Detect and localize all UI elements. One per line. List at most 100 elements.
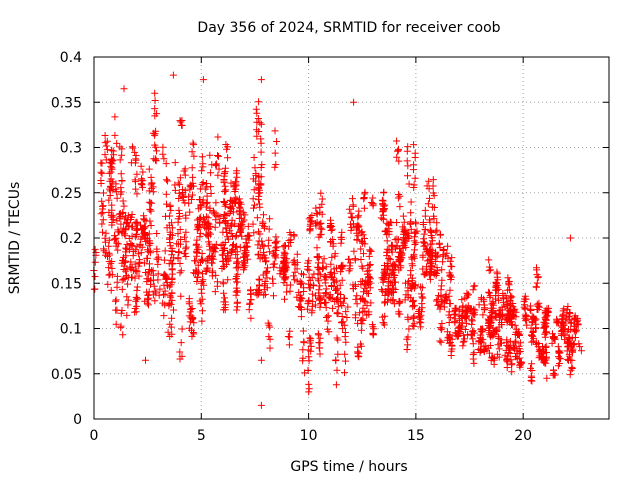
data-point bbox=[179, 194, 187, 201]
data-point bbox=[400, 239, 408, 247]
data-point bbox=[305, 388, 313, 396]
data-point bbox=[233, 278, 240, 286]
data-point bbox=[363, 267, 371, 275]
data-point bbox=[263, 274, 271, 282]
data-point bbox=[286, 327, 294, 335]
data-point bbox=[366, 284, 374, 292]
data-point bbox=[256, 255, 264, 263]
data-point bbox=[272, 239, 279, 247]
data-point bbox=[153, 110, 161, 118]
data-point bbox=[382, 288, 390, 295]
data-point bbox=[177, 339, 185, 347]
data-point bbox=[118, 276, 126, 284]
data-point bbox=[144, 246, 151, 254]
data-point bbox=[314, 275, 322, 283]
data-point bbox=[307, 335, 315, 343]
data-point bbox=[147, 207, 155, 215]
data-point bbox=[117, 190, 125, 198]
data-point bbox=[518, 359, 525, 367]
data-point bbox=[108, 160, 116, 168]
data-point bbox=[419, 251, 427, 259]
data-point bbox=[152, 143, 160, 151]
data-point bbox=[404, 172, 411, 180]
data-point bbox=[419, 265, 427, 273]
data-point bbox=[419, 294, 427, 302]
data-point bbox=[228, 248, 236, 256]
data-point bbox=[461, 294, 469, 302]
data-point bbox=[176, 260, 184, 267]
data-point bbox=[125, 235, 133, 242]
data-point bbox=[425, 256, 433, 264]
data-point bbox=[341, 333, 349, 341]
data-point bbox=[404, 143, 412, 151]
data-point bbox=[255, 181, 263, 189]
data-point bbox=[350, 98, 358, 106]
data-point bbox=[353, 292, 361, 300]
data-point bbox=[354, 348, 362, 356]
data-point bbox=[409, 322, 417, 330]
data-point bbox=[178, 325, 186, 333]
data-point bbox=[131, 274, 139, 282]
data-point bbox=[544, 307, 552, 315]
data-point bbox=[411, 246, 418, 254]
data-point bbox=[507, 302, 515, 310]
data-point bbox=[241, 211, 249, 219]
data-point bbox=[105, 169, 113, 177]
data-point bbox=[189, 173, 197, 181]
data-point bbox=[221, 294, 228, 302]
data-point bbox=[255, 289, 263, 297]
data-point bbox=[105, 264, 113, 272]
data-point bbox=[286, 281, 294, 289]
data-point bbox=[199, 160, 207, 168]
data-point bbox=[338, 276, 346, 284]
data-point bbox=[208, 259, 215, 267]
data-point bbox=[159, 150, 167, 158]
data-point bbox=[206, 204, 214, 212]
data-point bbox=[213, 282, 221, 290]
data-point bbox=[97, 177, 105, 184]
data-point bbox=[270, 249, 277, 257]
data-point bbox=[424, 200, 432, 208]
data-point bbox=[567, 319, 575, 327]
data-point bbox=[151, 89, 159, 97]
data-point bbox=[167, 323, 175, 331]
data-point bbox=[396, 256, 403, 264]
chart-title: Day 356 of 2024, SRMTID for receiver coo… bbox=[197, 20, 500, 36]
data-point bbox=[133, 302, 141, 310]
data-point bbox=[221, 298, 229, 306]
data-point bbox=[188, 332, 196, 340]
data-point bbox=[202, 180, 210, 187]
data-point bbox=[327, 216, 334, 224]
data-point bbox=[234, 298, 241, 306]
data-point bbox=[379, 273, 387, 281]
data-point bbox=[102, 156, 110, 164]
data-point bbox=[113, 139, 121, 147]
data-point bbox=[141, 297, 149, 305]
data-point bbox=[250, 229, 258, 237]
data-point bbox=[188, 164, 196, 172]
data-point bbox=[108, 264, 116, 272]
data-point bbox=[146, 205, 154, 213]
data-point bbox=[277, 267, 285, 275]
data-point bbox=[170, 306, 177, 314]
data-point bbox=[203, 266, 211, 274]
data-point bbox=[400, 218, 408, 226]
data-point bbox=[127, 240, 135, 247]
data-point bbox=[214, 171, 222, 179]
data-point bbox=[264, 264, 271, 272]
data-point bbox=[564, 337, 572, 345]
data-point bbox=[468, 316, 475, 324]
data-point bbox=[334, 310, 342, 318]
data-point bbox=[297, 297, 305, 305]
data-point bbox=[401, 230, 409, 238]
data-point bbox=[508, 293, 516, 301]
data-point bbox=[463, 289, 471, 297]
data-point bbox=[176, 210, 183, 217]
data-point bbox=[177, 118, 185, 126]
data-point bbox=[257, 135, 265, 143]
data-point bbox=[447, 347, 455, 355]
data-point bbox=[396, 192, 404, 200]
data-point bbox=[410, 322, 418, 330]
data-point bbox=[132, 152, 140, 159]
data-point bbox=[329, 304, 337, 312]
